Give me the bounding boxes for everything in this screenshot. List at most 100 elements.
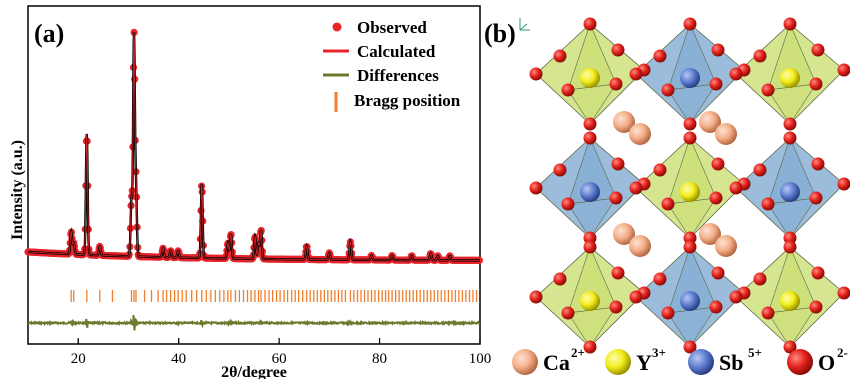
o-ion-icon (787, 349, 813, 375)
oxygen-ions (529, 17, 850, 354)
ion-key: Ca 2+ Y 3+ Sb 5+ O 2- (512, 345, 848, 375)
y-ion (580, 68, 600, 88)
oxygen-ion (761, 83, 775, 97)
legend-observed-label: Observed (357, 18, 427, 37)
key-sb-charge: 5+ (748, 345, 762, 360)
oxygen-ion (553, 163, 567, 177)
oxygen-ion (653, 163, 667, 177)
oxygen-ion (809, 77, 823, 91)
oxygen-ion (529, 181, 543, 195)
ca-ion (699, 223, 721, 245)
oxygen-ion (753, 272, 767, 286)
oxygen-ion (609, 77, 623, 91)
legend: Observed Calculated Differences Bragg po… (323, 18, 461, 112)
oxygen-ion (809, 300, 823, 314)
oxygen-ion (729, 181, 743, 195)
oxygen-ion (709, 77, 723, 91)
oxygen-ion (783, 240, 797, 254)
legend-calculated-label: Calculated (357, 42, 436, 61)
oxygen-ion (809, 191, 823, 205)
xrd-refinement-chart: 20 40 60 80 100 (a) Observed Calculated Diff… (9, 5, 492, 379)
oxygen-ion (583, 117, 597, 131)
oxygen-ion (811, 157, 825, 171)
x-tick-label: 80 (372, 351, 387, 367)
oxygen-ion (683, 240, 697, 254)
observed-series (24, 28, 483, 264)
x-tick-label: 20 (71, 351, 86, 367)
oxygen-ion (753, 163, 767, 177)
oxygen-ion (783, 17, 797, 31)
oxygen-ion (837, 177, 850, 191)
oxygen-ion (683, 231, 697, 245)
ca-ion (699, 111, 721, 133)
key-o-symbol: O (818, 350, 835, 375)
x-tick-label: 40 (171, 351, 186, 367)
oxygen-ion (583, 240, 597, 254)
key-item-o: O 2- (787, 345, 848, 375)
oxygen-ion (753, 49, 767, 63)
oxygen-ion (683, 340, 697, 354)
oxygen-ion (561, 306, 575, 320)
oxygen-ion (661, 306, 675, 320)
oxygen-ion (837, 286, 850, 300)
sb-ion-icon (688, 349, 714, 375)
oxygen-ion (683, 117, 697, 131)
oxygen-ion (583, 340, 597, 354)
y-axis-title: Intensity (a.u.) (9, 140, 26, 240)
key-item-sb: Sb 5+ (688, 345, 762, 375)
oxygen-ion (653, 272, 667, 286)
ca-ion (715, 123, 737, 145)
oxygen-ion (609, 300, 623, 314)
key-sb-symbol: Sb (719, 350, 743, 375)
key-item-ca: Ca 2+ (512, 345, 585, 375)
oxygen-ion (611, 43, 625, 57)
legend-bragg-label: Bragg position (354, 91, 461, 110)
oxygen-ion (611, 266, 625, 280)
oxygen-ion (683, 17, 697, 31)
y-ion (780, 68, 800, 88)
oxygen-ion (811, 266, 825, 280)
oxygen-ion (629, 181, 643, 195)
oxygen-ion (783, 131, 797, 145)
oxygen-ion (529, 290, 543, 304)
oxygen-ion (729, 67, 743, 81)
oxygen-ion (837, 63, 850, 77)
oxygen-ion (529, 67, 543, 81)
oxygen-ion (553, 49, 567, 63)
ca-ion (629, 235, 651, 257)
key-item-y: Y 3+ (605, 345, 666, 375)
sb-ion (580, 182, 600, 202)
crystal-structure-image: (b) (484, 17, 850, 354)
oxygen-ion (783, 231, 797, 245)
oxygen-ion (561, 197, 575, 211)
axes-indicator-icon (519, 18, 530, 31)
oxygen-ion (583, 231, 597, 245)
y-ion (580, 291, 600, 311)
key-ca-charge: 2+ (571, 345, 585, 360)
oxygen-ion (709, 191, 723, 205)
x-tick-label: 100 (469, 351, 492, 367)
y-ion (780, 291, 800, 311)
oxygen-ion (709, 300, 723, 314)
ca-ion (613, 223, 635, 245)
oxygen-ion (711, 43, 725, 57)
sb-ion (680, 291, 700, 311)
y-ion-icon (605, 349, 631, 375)
ca-ion (613, 111, 635, 133)
chart-marks (24, 28, 483, 331)
x-axis-ticks: 20 40 60 80 100 (71, 338, 492, 367)
oxygen-ion (661, 197, 675, 211)
oxygen-ion (761, 197, 775, 211)
oxygen-ion (583, 131, 597, 145)
ca-ion (715, 235, 737, 257)
panel-label-a: (a) (34, 19, 64, 48)
plot-frame (27, 5, 481, 345)
oxygen-ion (811, 43, 825, 57)
differences-series-line (27, 314, 481, 331)
oxygen-ion (553, 272, 567, 286)
calculated-series-overlay (28, 31, 480, 261)
key-ca-symbol: Ca (543, 350, 570, 375)
oxygen-ion (711, 157, 725, 171)
key-o-charge: 2- (837, 345, 848, 360)
key-y-charge: 3+ (652, 345, 666, 360)
